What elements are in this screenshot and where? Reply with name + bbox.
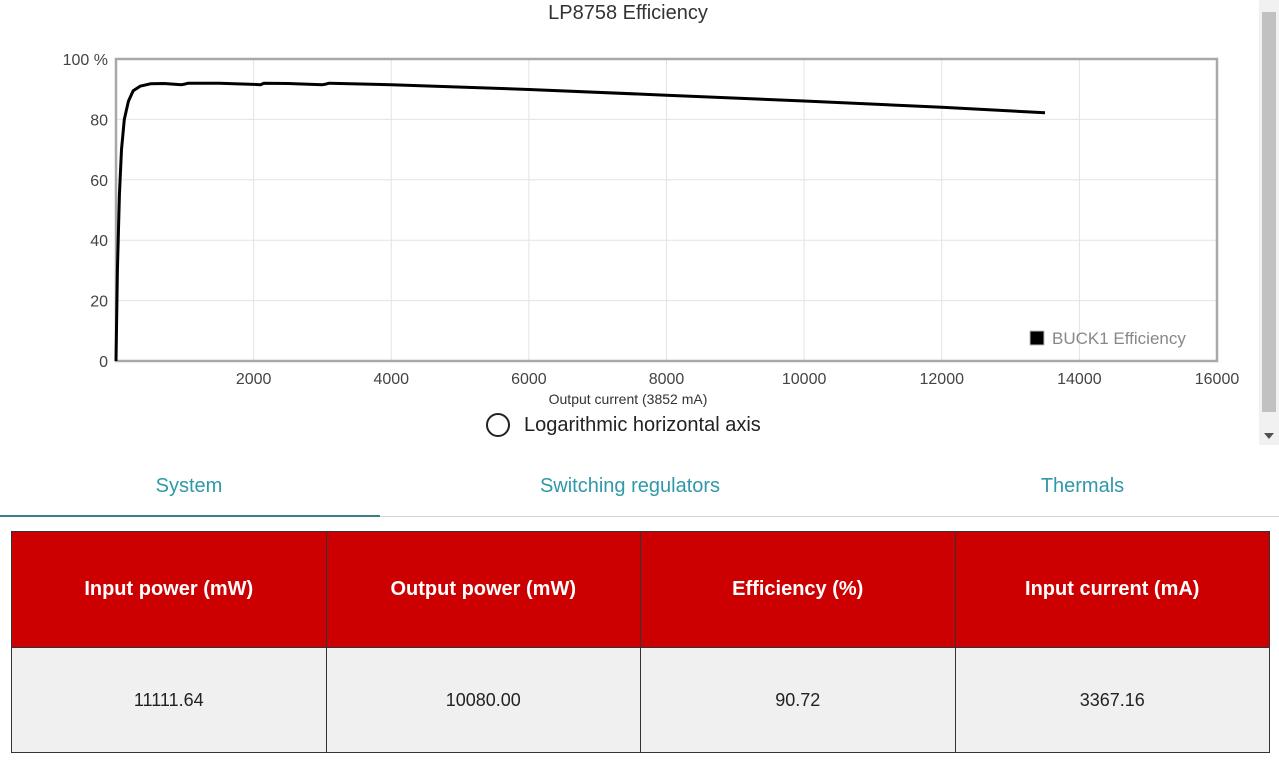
cell-input-current: 3367.16 — [954, 647, 1270, 753]
y-tick-label: 60 — [90, 173, 108, 190]
legend-swatch — [1029, 330, 1045, 346]
y-tick-label: 40 — [90, 233, 108, 250]
plot-frame — [114, 57, 1219, 363]
active-tab-indicator — [0, 515, 380, 517]
cell-efficiency: 90.72 — [640, 647, 956, 753]
header-efficiency: Efficiency (%) — [640, 531, 956, 648]
scroll-down-arrow-icon[interactable] — [1259, 427, 1279, 445]
tab-system[interactable]: System — [155, 474, 223, 497]
y-tick-label: 100 % — [63, 52, 108, 69]
y-tick-label: 0 — [99, 354, 108, 371]
legend-label: BUCK1 Efficiency — [1052, 329, 1186, 348]
y-tick-label: 80 — [90, 112, 108, 129]
efficiency-chart-panel: LP8758 Efficiency 0 20 40 60 80 100 % 2000 4000 6… — [62, 2, 1240, 407]
log-axis-toggle[interactable]: Logarithmic horizontal axis — [486, 412, 761, 438]
table-header-row: Input power (mW) Output power (mW) Effic… — [11, 531, 1270, 648]
table-row: 11111.64 10080.00 90.72 3367.16 — [11, 647, 1270, 753]
tab-bar: System Switching regulators Thermals — [0, 455, 1279, 517]
cell-input-power: 11111.64 — [11, 647, 327, 753]
cell-output-power: 10080.00 — [325, 647, 641, 753]
chart-title: LP8758 Efficiency — [548, 2, 708, 24]
y-tick-label: 20 — [90, 294, 108, 311]
x-tick-label: 4000 — [373, 371, 409, 388]
system-data-table: Input power (mW) Output power (mW) Effic… — [11, 531, 1270, 753]
x-axis-label: Output current (3852 mA) — [549, 391, 708, 407]
x-tick-label: 16000 — [1195, 371, 1240, 388]
radio-button-icon[interactable] — [486, 413, 510, 437]
tab-switching-regulators[interactable]: Switching regulators — [539, 474, 721, 497]
x-tick-label: 2000 — [236, 371, 272, 388]
efficiency-chart: LP8758 Efficiency 0 20 40 60 80 100 % 2000 4000 6… — [63, 2, 1240, 407]
scrollbar-thumb[interactable] — [1262, 12, 1276, 412]
x-tick-label: 6000 — [511, 371, 547, 388]
x-tick-label: 10000 — [782, 371, 827, 388]
log-axis-label: Logarithmic horizontal axis — [524, 413, 761, 436]
x-tick-label: 12000 — [920, 371, 965, 388]
x-tick-label: 14000 — [1057, 371, 1102, 388]
header-input-current: Input current (mA) — [954, 531, 1270, 648]
header-input-power: Input power (mW) — [11, 531, 327, 648]
series-line-buck1-efficiency — [114, 81, 1046, 362]
header-output-power: Output power (mW) — [325, 531, 641, 648]
tab-thermals[interactable]: Thermals — [1040, 474, 1125, 497]
x-tick-label: 8000 — [649, 371, 685, 388]
vertical-scrollbar[interactable] — [1259, 0, 1279, 445]
